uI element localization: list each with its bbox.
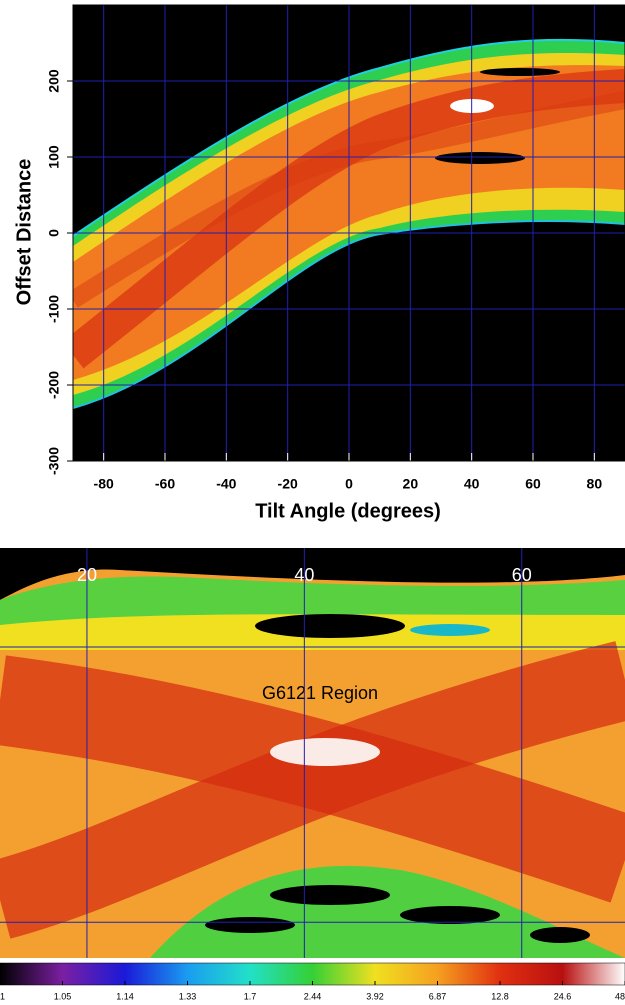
x-tick-label: 20 <box>403 476 419 492</box>
colorbar-tick-label: 3.92 <box>366 991 384 1001</box>
colorbar-tick-label: 24.6 <box>554 991 572 1001</box>
colorbar-tick-label: 1 <box>0 991 5 1001</box>
x-tick-label: -80 <box>94 476 114 492</box>
y-tick-label: 200 <box>46 69 62 93</box>
colorbar-tick-label: 12.8 <box>491 991 509 1001</box>
colorbar-tick-label: 1.33 <box>179 991 197 1001</box>
x-tick-label: 0 <box>345 476 353 492</box>
y-tick-label: -100 <box>46 295 62 323</box>
colorbar-tick-label: 1.7 <box>244 991 257 1001</box>
x-tick-label: 40 <box>294 565 314 585</box>
colorbar-tick-label: 2.44 <box>304 991 322 1001</box>
x-tick-label: 80 <box>587 476 603 492</box>
y-tick-label: 0 <box>46 229 62 237</box>
x-tick-label: 60 <box>512 565 532 585</box>
colorbar-tick-label: 48 <box>615 991 625 1001</box>
x-axis-label: Tilt Angle (degrees) <box>255 500 441 522</box>
x-tick-label: -40 <box>216 476 236 492</box>
y-tick-label: 100 <box>46 145 62 169</box>
x-tick-label: -20 <box>278 476 298 492</box>
x-tick-label: -60 <box>155 476 175 492</box>
zoom-image <box>0 548 625 958</box>
y-tick-label: -300 <box>46 447 62 475</box>
x-tick-label: 40 <box>464 476 480 492</box>
x-tick-label: 20 <box>77 565 97 585</box>
y-axis-label: Offset Distance <box>13 159 35 306</box>
colorbar-tick-label: 6.87 <box>429 991 447 1001</box>
annotation: G6121 Region <box>262 683 378 703</box>
colorbar-tick-label: 1.14 <box>116 991 134 1001</box>
plot-frame <box>72 4 625 462</box>
x-tick-label: 60 <box>525 476 541 492</box>
y-tick-label: -200 <box>46 371 62 399</box>
colorbar-tick-label: 1.05 <box>54 991 72 1001</box>
